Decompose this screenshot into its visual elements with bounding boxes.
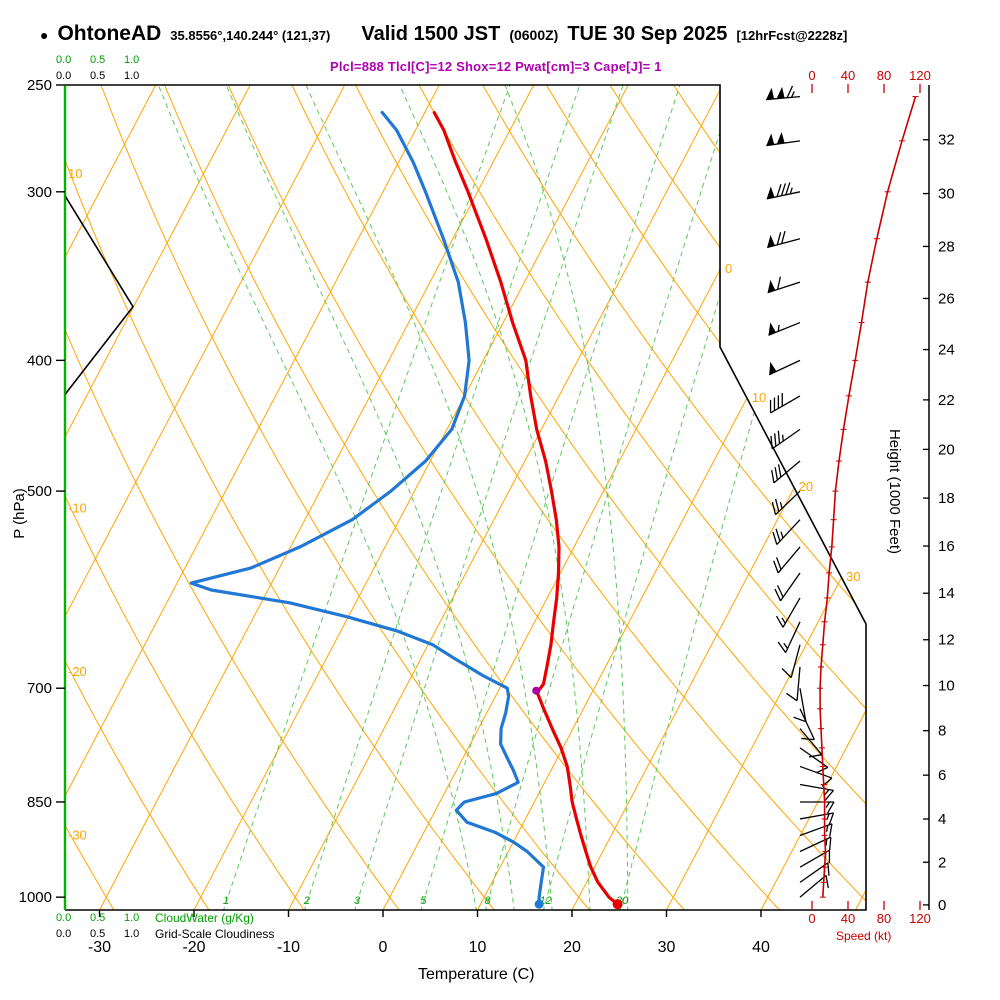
svg-text:10: 10 xyxy=(68,166,82,181)
wind-barbs xyxy=(766,85,835,898)
forecast-tag: [12hrFcst@2228z] xyxy=(736,28,848,43)
svg-text:6: 6 xyxy=(938,767,946,784)
svg-text:2: 2 xyxy=(303,895,310,907)
svg-text:14: 14 xyxy=(938,585,955,602)
cloudwater-scale-top-1: 0.5 xyxy=(90,54,106,66)
svg-text:12: 12 xyxy=(938,632,955,649)
skewt-grid xyxy=(65,85,866,910)
svg-text:-20: -20 xyxy=(182,939,205,956)
svg-text:80: 80 xyxy=(877,68,891,83)
svg-text:40: 40 xyxy=(752,939,770,956)
cloudiness-scale-bottom-2: 1.0 xyxy=(124,928,140,940)
svg-text:400: 400 xyxy=(27,352,52,369)
speed-panel: 0 0 40 40 80 80 120 120 xyxy=(808,68,930,926)
svg-text:300: 300 xyxy=(27,184,52,201)
svg-text:22: 22 xyxy=(938,392,955,409)
svg-text:2: 2 xyxy=(938,854,946,871)
svg-text:10: 10 xyxy=(938,678,955,695)
svg-text:10: 10 xyxy=(752,390,766,405)
cloudwater-scale-bottom-2: 1.0 xyxy=(124,912,140,924)
temperature-axis: -30 -20 -10 0 10 20 30 40 xyxy=(88,910,770,956)
svg-text:-10: -10 xyxy=(68,500,87,515)
svg-text:20: 20 xyxy=(938,441,955,458)
svg-text:700: 700 xyxy=(27,680,52,697)
cloudiness-scale-top-2: 1.0 xyxy=(124,70,140,82)
cloudiness-scale-top-1: 0.5 xyxy=(90,70,106,82)
svg-text:-20: -20 xyxy=(68,664,87,679)
svg-text:120: 120 xyxy=(909,68,931,83)
svg-text:26: 26 xyxy=(938,290,955,307)
plot-frame xyxy=(65,84,867,911)
svg-text:-10: -10 xyxy=(277,939,300,956)
surface-temperature-dot xyxy=(612,899,623,910)
station-bullet-icon: ● xyxy=(40,27,49,43)
svg-text:-30: -30 xyxy=(88,939,111,956)
svg-text:20: 20 xyxy=(799,479,813,494)
svg-text:8: 8 xyxy=(938,723,946,740)
svg-text:40: 40 xyxy=(841,911,855,926)
svg-text:850: 850 xyxy=(27,794,52,811)
sounding-parameters: Plcl=888 Tlcl[C]=12 Shox=12 Pwat[cm]=3 C… xyxy=(330,59,662,74)
svg-text:18: 18 xyxy=(938,490,955,507)
svg-text:24: 24 xyxy=(938,342,955,359)
cloudwater-scale-bottom-0: 0.0 xyxy=(56,912,72,924)
svg-text:250: 250 xyxy=(27,77,52,94)
svg-text:1000: 1000 xyxy=(19,889,52,906)
svg-text:120: 120 xyxy=(909,911,931,926)
cloudiness-scale-bottom-1: 0.5 xyxy=(90,928,106,940)
svg-text:80: 80 xyxy=(877,911,891,926)
valid-utc: (0600Z) xyxy=(509,27,559,43)
cloudiness-scale-top-0: 0.0 xyxy=(56,70,72,82)
cloudwater-scale-bottom-1: 0.5 xyxy=(90,912,106,924)
mixing-ratio-labels: 1 2 3 5 8 12 20 xyxy=(223,895,629,907)
svg-text:0: 0 xyxy=(379,939,388,956)
svg-text:4: 4 xyxy=(938,811,946,828)
station-coords: 35.8556°,140.244° (121,37) xyxy=(170,28,331,43)
valid-date: TUE 30 Sep 2025 xyxy=(567,23,728,45)
cloudiness-profile xyxy=(64,195,134,395)
pressure-axis: 250 300 400 500 700 850 1000 xyxy=(19,77,65,906)
svg-text:3: 3 xyxy=(354,895,361,907)
svg-text:16: 16 xyxy=(938,538,955,555)
station-name: OhtoneAD xyxy=(57,22,162,45)
svg-text:30: 30 xyxy=(658,939,676,956)
svg-text:30: 30 xyxy=(846,569,860,584)
svg-text:-30: -30 xyxy=(68,827,87,842)
svg-text:10: 10 xyxy=(469,939,487,956)
lcl-marker-dot xyxy=(532,686,541,695)
cloudwater-axis-label: CloudWater (g/Kg) xyxy=(155,911,254,925)
svg-text:40: 40 xyxy=(841,68,855,83)
svg-text:0: 0 xyxy=(808,911,815,926)
surface-dewpoint-dot xyxy=(534,899,544,909)
svg-text:1: 1 xyxy=(223,895,229,907)
cloudiness-scale-bottom-0: 0.0 xyxy=(56,928,72,940)
svg-text:28: 28 xyxy=(938,238,955,255)
cloudiness-axis-label: Grid-Scale Cloudiness xyxy=(155,927,275,941)
chart-title: ● OhtoneAD 35.8556°,140.244° (121,37) Va… xyxy=(40,22,847,46)
svg-text:32: 32 xyxy=(938,132,955,149)
speed-axis-label: Speed (kt) xyxy=(836,929,892,943)
speed-profile xyxy=(819,96,917,898)
svg-text:0: 0 xyxy=(938,897,946,914)
valid-time: Valid 1500 JST xyxy=(361,23,501,45)
temperature-axis-label: Temperature (C) xyxy=(418,966,535,983)
svg-text:0: 0 xyxy=(808,68,815,83)
cloudwater-scale-top-0: 0.0 xyxy=(56,54,72,66)
temperature-curve xyxy=(432,110,620,906)
svg-text:500: 500 xyxy=(27,483,52,500)
dewpoint-curve xyxy=(189,110,546,906)
svg-text:20: 20 xyxy=(563,939,581,956)
svg-text:5: 5 xyxy=(420,895,427,907)
svg-text:0: 0 xyxy=(725,261,732,276)
cloudwater-scale-top-2: 1.0 xyxy=(124,54,140,66)
svg-text:8: 8 xyxy=(485,895,492,907)
grid-line-labels: 0 10 20 30 10 -10 -20 -30 xyxy=(68,166,861,842)
svg-text:30: 30 xyxy=(938,186,955,203)
